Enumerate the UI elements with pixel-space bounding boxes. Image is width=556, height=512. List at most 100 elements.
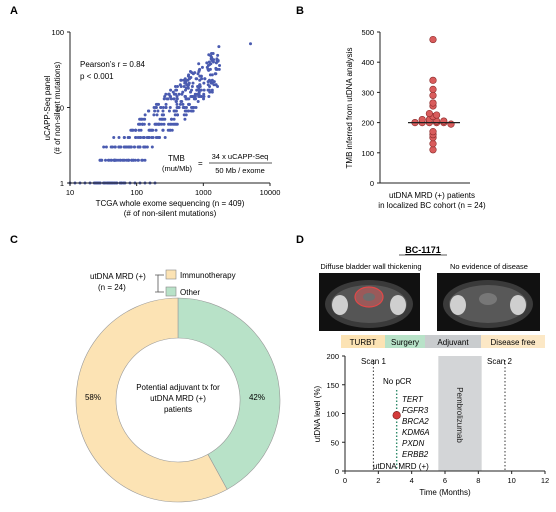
panel-a-point [216,59,220,63]
panel-d-ytick-label: 150 [326,381,339,390]
ct-left-bone-r [390,295,406,315]
panel-b-ytick-label: 100 [361,149,374,158]
panel-a-point [172,117,176,121]
panel-a-point [182,106,186,109]
phase-turbt-label: TURBT [350,338,377,347]
panel-a-point [136,158,140,162]
panel-a-point [132,145,136,149]
panel-a-point [106,158,110,162]
panel-a-point [142,136,146,140]
panel-a-point [175,84,179,88]
panel-a-point [166,128,170,132]
panel-a-point [128,145,132,149]
panel-a-point [189,94,193,98]
scan-1-label: Scan 1 [361,357,386,366]
panel-a-xlabel-2: (# of non-silent mutations) [124,209,217,218]
ct-right-bone-r [510,295,526,315]
panel-a-point [187,81,191,85]
panel-a-point [218,63,222,67]
panel-a-point [111,145,115,149]
panel-a-point [184,106,188,109]
panel-a-point [200,77,204,81]
panel-a-point [174,100,178,104]
panel-b-points [411,35,455,154]
panel-a-point [198,67,202,71]
panel-a-point [200,65,204,69]
panel-b-point [429,91,437,100]
panel-b-ytick-label: 400 [361,58,374,67]
panel-a-point [193,94,197,98]
panel-a-point [195,77,199,81]
panel-a-pearson: Pearson’s r = 0.84 [80,60,146,69]
panel-a-point [146,109,150,113]
panel-b-ytick-label: 300 [361,88,374,97]
donut-slice-other [177,297,281,490]
panel-a-point [213,72,217,76]
panel-d-xtick-label: 0 [343,476,347,485]
panel-d: D BC-1171 Diffuse bladder wall thickenin… [296,234,549,497]
panel-a-point [175,94,179,98]
panel-a-point [206,80,210,84]
panel-a-point [183,94,187,98]
panel-a-point [153,109,157,113]
panel-a-point [129,128,133,132]
panel-a-point [196,92,200,96]
ct-right-bladder [479,293,497,305]
panel-a-point [126,136,130,140]
donut-center-line-3: patients [164,405,192,414]
panel-a-xtick-label: 10 [66,188,74,197]
panel-a-point [184,113,188,117]
legend-swatch-other [165,286,177,297]
panel-a-point [112,158,116,162]
panel-a-point [184,97,188,101]
panel-a-point [147,128,151,132]
panel-a-point [177,92,181,96]
panel-a-point [183,109,187,113]
panel-a-point [167,109,171,113]
panel-a-scatter-points [68,42,253,185]
panel-a-point [198,83,202,87]
panel-a-point [143,113,147,117]
panel-a-point [139,117,143,121]
ct-image-right [437,273,540,331]
panel-c-donut [75,297,281,503]
panel-d-letter: D [296,234,304,246]
panel-a-point [162,97,166,101]
panel-a-point [181,102,185,106]
legend-swatch-immunotherapy [165,269,177,280]
panel-a-point [169,88,173,92]
panel-a-ytick-label: 1 [60,179,64,188]
panel-a-point [102,145,106,149]
panel-a-point [189,75,193,79]
panel-d-xtick-label: 6 [443,476,447,485]
ct-left-bone-l [332,295,348,315]
panel-b-point [418,115,426,124]
ct-image-left [319,273,420,331]
panel-a-point [145,136,149,140]
panel-a-point [136,136,140,140]
panel-d-xtick-label: 12 [541,476,549,485]
panel-a-point [176,113,180,117]
panel-a-point [169,94,173,98]
panel-c-group-label-1: utDNA MRD (+) [90,272,146,281]
phase-surgery-label: Surgery [391,338,419,347]
panel-d-gene-list: TERT FGFR3 BRCA2 KDM6A PXDN ERBB2 [402,395,430,459]
panel-d-ticks: 0 2 4 6 8 10 12 0 50 100 150 200 [326,352,549,485]
panel-a-point [183,117,187,121]
panel-a-point [182,84,186,88]
panel-a-point [151,136,155,140]
panel-c-letter: C [10,234,18,246]
panel-a-point [162,122,166,126]
panel-d-xtick-label: 4 [410,476,414,485]
panel-a-point [160,117,164,121]
panel-a-point [168,106,172,109]
panel-a-point [161,128,165,132]
panel-b-point [447,120,455,128]
panel-b-point [425,109,434,118]
panel-a-point [205,65,209,69]
panel-a-point [203,77,207,81]
panel-a-point [122,158,126,162]
formula-denominator: 50 Mb / exome [215,166,265,175]
panel-b-point [429,146,437,154]
